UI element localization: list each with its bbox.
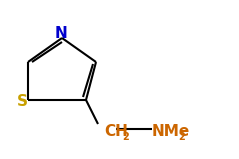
Text: NMe: NMe [152, 124, 190, 139]
Text: CH: CH [104, 124, 128, 139]
Text: 2: 2 [122, 132, 129, 142]
Text: N: N [55, 25, 67, 41]
Text: 2: 2 [178, 132, 185, 142]
Text: S: S [16, 94, 27, 110]
